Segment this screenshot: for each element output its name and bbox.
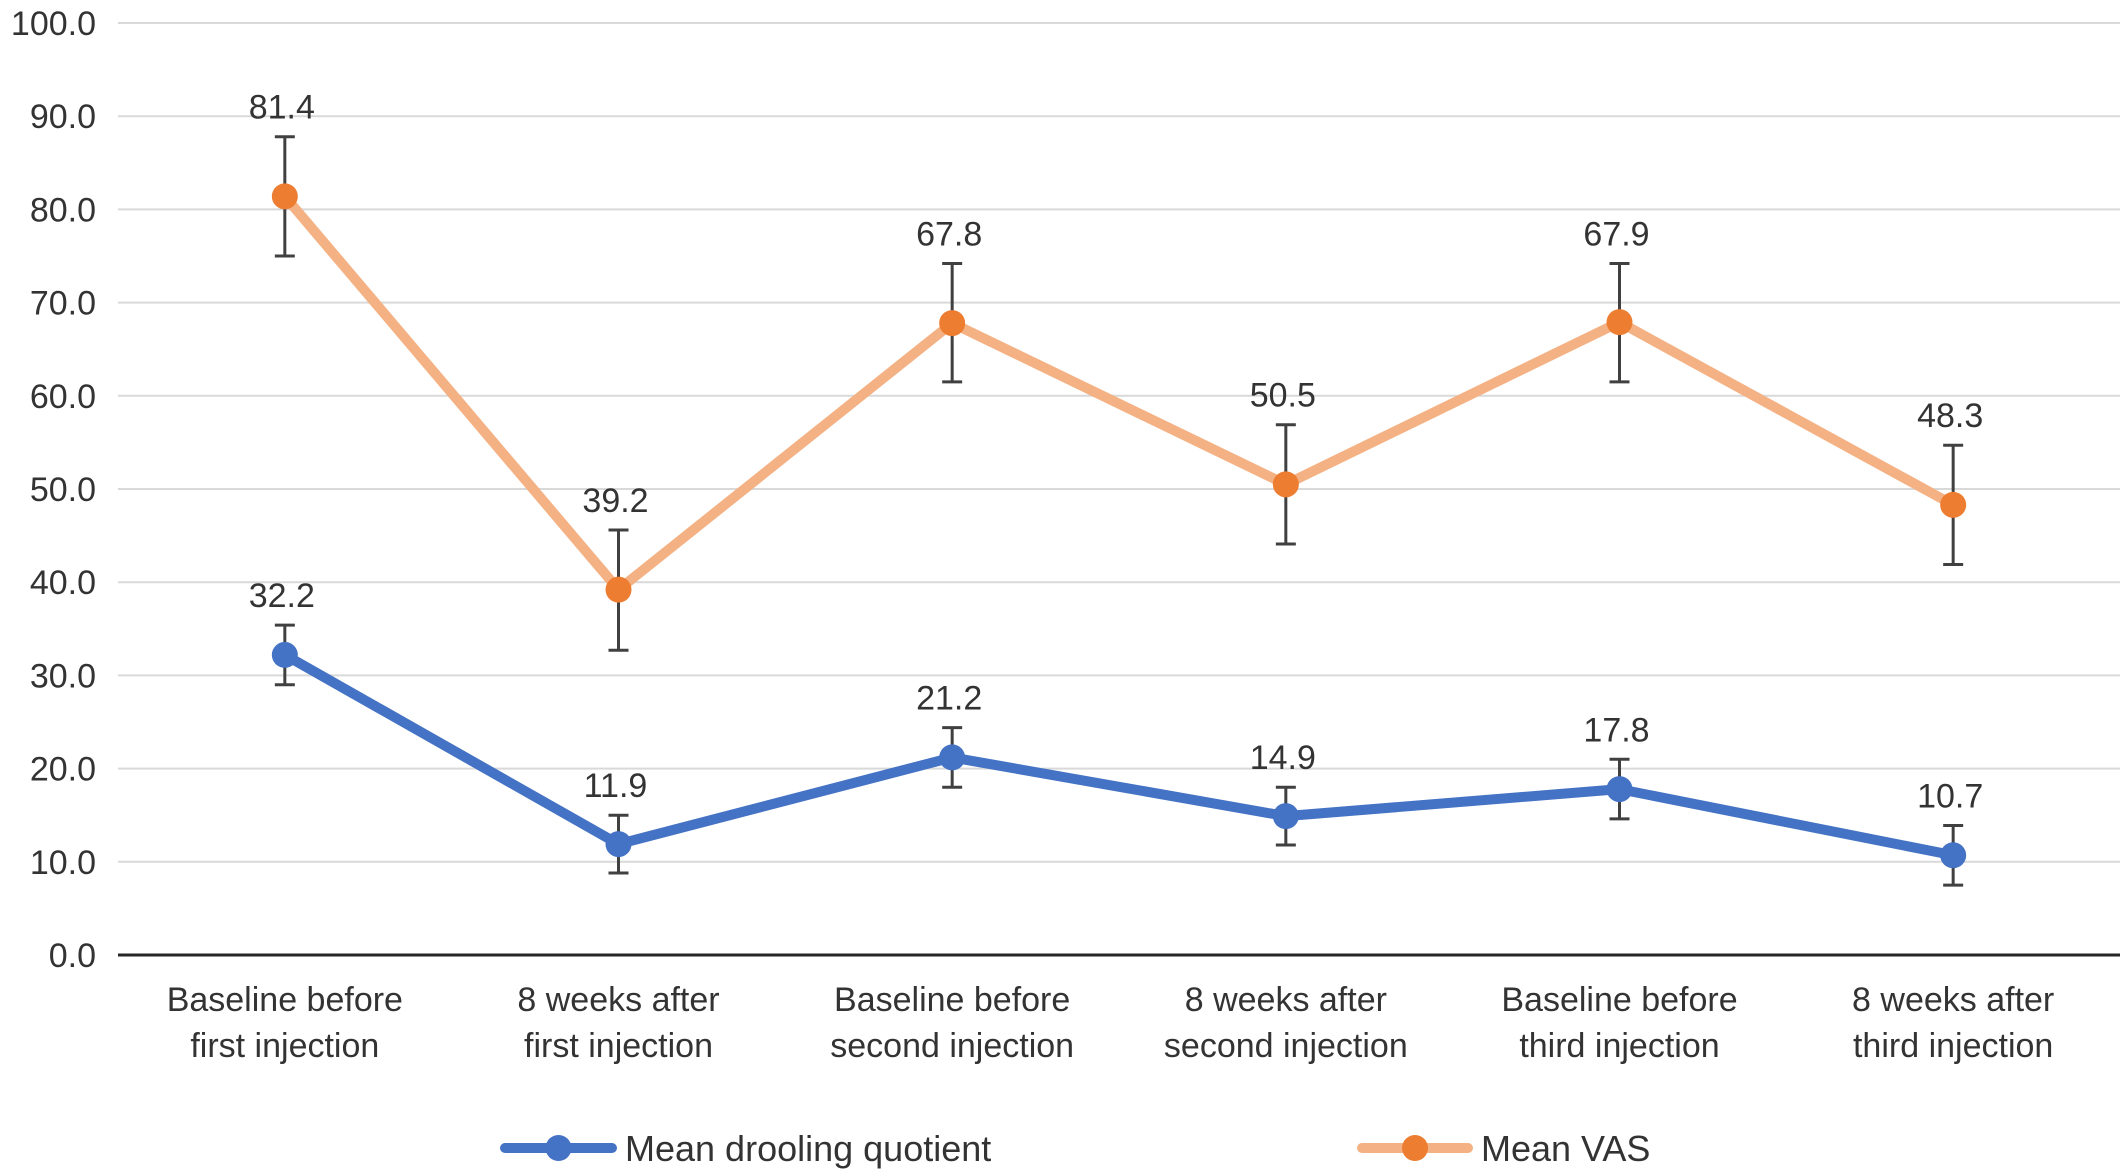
y-tick-label: 40.0 [30,564,96,602]
data-point [1940,842,1967,869]
y-tick-label: 30.0 [30,657,96,695]
data-point [1272,803,1299,830]
x-tick-label: Baseline before second injection [830,981,1074,1065]
x-tick-label: Baseline before first injection [167,981,403,1065]
y-tick-label: 10.0 [30,844,96,882]
data-point [1940,491,1967,518]
legend-item: Mean drooling quotient [500,1128,991,1169]
data-label: 48.3 [1917,397,1983,435]
axes: 0.0 10.0 20.0 30.0 40.0 50.0 60.0 70.0 80.0 90.0 1… [11,5,2120,1065]
y-tick-label: 20.0 [30,751,96,789]
data-label: 21.2 [916,680,982,718]
data-label: 11.9 [584,767,648,805]
data-label: 14.9 [1250,739,1316,777]
data-label: 32.2 [249,577,315,615]
data-label: 67.8 [916,215,982,253]
series-vas [271,135,1967,652]
data-point [939,310,966,337]
y-tick-label: 90.0 [30,98,96,136]
y-tick-label: 50.0 [30,471,96,509]
legend-label: Mean VAS [1481,1128,1650,1169]
legend: Mean drooling quotient Mean VAS [500,1128,1650,1169]
data-point [1606,309,1633,336]
y-tick-label: 0.0 [49,937,96,975]
data-point [939,744,966,771]
y-tick-label: 70.0 [30,285,96,323]
data-point [271,641,298,668]
legend-label: Mean drooling quotient [625,1128,991,1169]
data-point [271,183,298,210]
data-label: 39.2 [582,482,648,520]
data-point [1606,776,1633,803]
y-tick-label: 60.0 [30,378,96,416]
x-tick-label: Baseline before third injection [1501,981,1737,1065]
x-tick-label: 8 weeks after first injection [517,981,719,1065]
series-line [279,649,1959,861]
data-point [605,831,632,858]
series-drooling-quotient [271,623,1967,887]
legend-swatch-marker [545,1135,572,1161]
data-point [605,576,632,603]
legend-swatch-marker [1402,1135,1428,1161]
x-tick-label: 8 weeks after third injection [1852,981,2054,1065]
series-group [271,135,1967,887]
series-line [279,191,1959,595]
data-label: 67.9 [1583,215,1649,253]
data-labels: 32.2 11.9 21.2 14.9 17.8 10.7 81.4 39.2 67.8 50.5… [249,89,1984,816]
data-label: 10.7 [1917,777,1983,815]
y-tick-label: 100.0 [11,5,96,43]
data-point [1272,471,1299,498]
data-label: 17.8 [1583,711,1649,749]
y-tick-label: 80.0 [30,191,96,229]
data-label: 50.5 [1250,377,1316,415]
x-tick-label: 8 weeks after second injection [1164,981,1408,1065]
data-label: 81.4 [249,89,315,127]
legend-item: Mean VAS [1357,1128,1650,1169]
